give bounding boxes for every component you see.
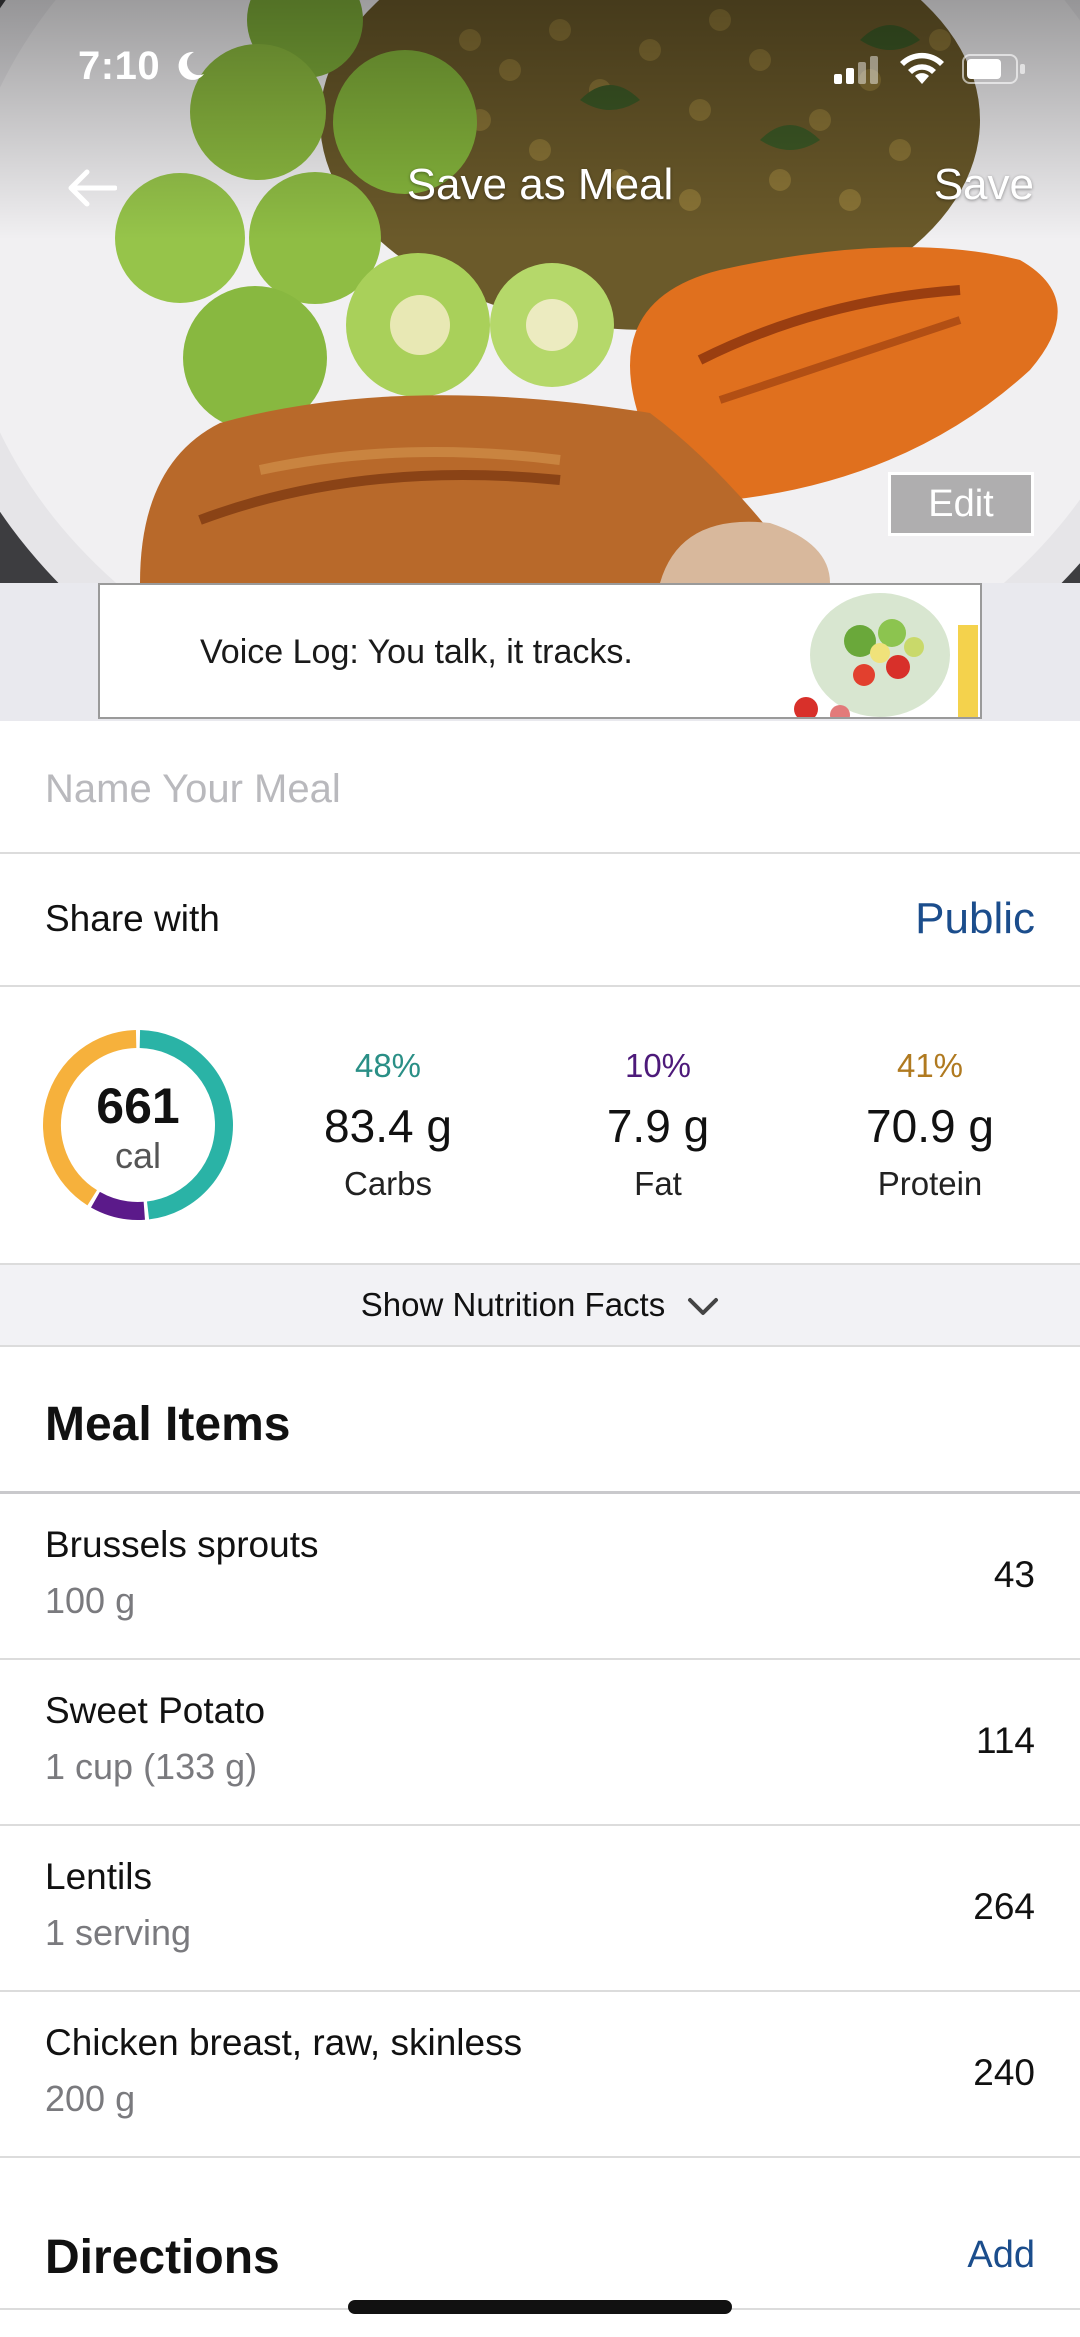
meal-item-row[interactable]: Chicken breast, raw, skinless 200 g 240	[0, 1992, 1080, 2158]
nutrition-summary: 661 cal 48% 83.4 g Carbs 10% 7.9 g Fat 4…	[0, 987, 1080, 1263]
meal-item-serving: 1 cup (133 g)	[45, 1746, 258, 1787]
meal-item-name: Lentils	[45, 1856, 152, 1897]
save-button[interactable]: Save	[933, 160, 1034, 209]
page-title: Save as Meal	[406, 160, 674, 209]
moon-icon	[178, 51, 204, 80]
edit-photo-button[interactable]: Edit	[888, 472, 1034, 536]
directions-header: Directions Add	[0, 2160, 1080, 2310]
meal-item-calories: 264	[973, 1886, 1035, 1927]
calorie-unit: cal	[114, 1135, 162, 1176]
wifi-icon	[900, 52, 944, 84]
arrow-left-icon	[68, 169, 117, 207]
macro-carbs: 48% 83.4 g Carbs	[268, 1047, 508, 1203]
macro-carbs-label: Carbs	[343, 1165, 433, 1202]
meal-items-header: Meal Items	[0, 1347, 1080, 1494]
meal-item-serving: 200 g	[45, 2078, 136, 2119]
macro-fat-label: Fat	[634, 1165, 682, 1202]
cellular-signal-icon	[834, 56, 878, 84]
ring-segment-protein	[43, 1030, 137, 1206]
share-with-value[interactable]: Public	[915, 894, 1035, 943]
navigation-bar: Save as Meal Save	[0, 140, 1080, 230]
ring-segment-carbs	[139, 1030, 233, 1220]
meal-item-calories: 114	[976, 1720, 1035, 1761]
ring-segment-fat	[90, 1191, 145, 1220]
meal-item-serving: 100 g	[45, 1580, 136, 1621]
chevron-down-icon	[688, 1298, 719, 1315]
meal-item-name: Chicken breast, raw, skinless	[45, 2022, 523, 2063]
share-with-row[interactable]: Share with Public	[0, 854, 1080, 987]
meal-name-row	[0, 721, 1080, 854]
ad-text: Voice Log: You talk, it tracks.	[200, 633, 633, 671]
status-time: 7:10	[78, 44, 161, 88]
meal-item-name: Brussels sprouts	[45, 1524, 319, 1565]
macro-protein-label: Protein	[877, 1165, 983, 1202]
meal-name-input[interactable]	[45, 761, 1035, 817]
macro-fat-percent: 10%	[624, 1047, 692, 1084]
meal-item-row[interactable]: Sweet Potato 1 cup (133 g) 114	[0, 1660, 1080, 1826]
meal-item-calories: 43	[993, 1554, 1035, 1595]
meal-item-row[interactable]: Brussels sprouts 100 g 43	[0, 1494, 1080, 1660]
meal-item-serving: 1 serving	[45, 1912, 192, 1953]
status-bar: 7:10	[0, 0, 1080, 130]
macro-carbs-grams: 83.4 g	[324, 1100, 452, 1152]
meal-photo: 7:10 Save as Meal Save Edit	[0, 0, 1080, 583]
macro-carbs-percent: 48%	[354, 1047, 422, 1084]
show-nutrition-facts-button[interactable]: Show Nutrition Facts	[0, 1263, 1080, 1347]
calorie-total: 661	[96, 1078, 180, 1134]
hero-top-gradient	[0, 0, 1080, 240]
meal-item-calories: 240	[973, 2052, 1035, 2093]
home-indicator	[348, 2300, 732, 2314]
meal-photo-image	[0, 0, 1080, 583]
show-nutrition-facts-label: Show Nutrition Facts	[360, 1286, 666, 1323]
meal-items-title: Meal Items	[45, 1398, 291, 1451]
ad-banner[interactable]: Voice Log: You talk, it tracks.	[98, 583, 982, 719]
share-with-label: Share with	[45, 898, 220, 939]
macro-protein-percent: 41%	[896, 1047, 964, 1084]
ad-container: Voice Log: You talk, it tracks.	[0, 583, 1080, 721]
battery-icon	[962, 54, 1025, 84]
back-button[interactable]	[56, 158, 126, 218]
macro-protein: 41% 70.9 g Protein	[810, 1047, 1050, 1203]
directions-title: Directions	[45, 2231, 280, 2284]
calorie-ring-chart	[43, 1030, 233, 1220]
macro-fat-grams: 7.9 g	[606, 1100, 710, 1152]
meal-item-row[interactable]: Lentils 1 serving 264	[0, 1826, 1080, 1992]
macro-protein-grams: 70.9 g	[866, 1100, 994, 1152]
salad-bowl-image	[794, 593, 978, 717]
add-directions-button[interactable]: Add	[967, 2234, 1035, 2276]
meal-item-name: Sweet Potato	[45, 1690, 266, 1731]
macro-fat: 10% 7.9 g Fat	[538, 1047, 778, 1203]
